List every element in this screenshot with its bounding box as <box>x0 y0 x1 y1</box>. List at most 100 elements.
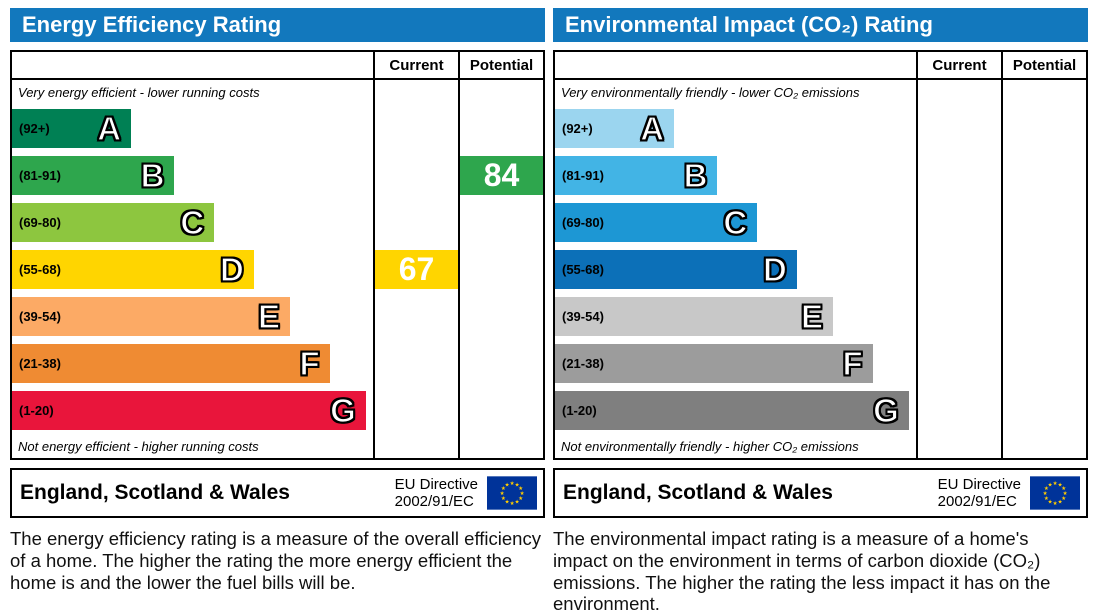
band-row-a: (92+) A <box>12 105 543 152</box>
band-bar-b: (81-91) B <box>555 156 718 195</box>
svg-text:★: ★ <box>1044 486 1049 492</box>
band-bar-g: (1-20) G <box>12 391 366 430</box>
band-range: (81-91) <box>562 168 604 183</box>
potential-cell <box>1001 105 1086 152</box>
band-range: (92+) <box>562 121 593 136</box>
band-letter: G <box>872 392 899 429</box>
top-note: Very environmentally friendly - lower CO… <box>561 85 860 100</box>
potential-cell <box>1001 387 1086 434</box>
band-row-e: (39-54) E <box>555 293 1086 340</box>
current-cell <box>916 105 1001 152</box>
column-header-row: Current Potential <box>12 52 543 80</box>
bottom-note-row: Not energy efficient - higher running co… <box>12 434 543 458</box>
potential-cell <box>1001 434 1086 458</box>
band-range: (39-54) <box>19 309 61 324</box>
band-row-b: (81-91) B 84 <box>12 152 543 199</box>
current-cell <box>373 152 458 199</box>
bottom-note: Not energy efficient - higher running co… <box>18 438 259 454</box>
spacer-cell <box>12 52 373 78</box>
eu-directive-line2: 2002/91/EC <box>394 493 474 510</box>
eu-flag-icon: ★ ★ ★★ ★★ ★★ ★★ ★★ <box>487 476 537 510</box>
band-range: (1-20) <box>19 403 54 418</box>
bottom-note-row: Not environmentally friendly - higher CO… <box>555 434 1086 458</box>
band-range: (39-54) <box>562 309 604 324</box>
svg-text:★: ★ <box>501 486 506 492</box>
column-header-potential: Potential <box>1001 52 1086 78</box>
svg-text:★: ★ <box>520 491 525 497</box>
band-letter: D <box>762 251 787 288</box>
band-bar-e: (39-54) E <box>12 297 290 336</box>
band-bar-a: (92+) A <box>555 109 675 148</box>
energy-efficiency-panel: Energy Efficiency Rating Current Potenti… <box>10 8 545 615</box>
svg-text:★: ★ <box>1058 500 1063 506</box>
band-range: (1-20) <box>562 403 597 418</box>
top-note: Very energy efficient - lower running co… <box>18 85 260 100</box>
band-row-e: (39-54) E <box>12 293 543 340</box>
environmental-impact-panel: Environmental Impact (CO₂) Rating Curren… <box>553 8 1088 615</box>
column-header-current: Current <box>916 52 1001 78</box>
current-cell <box>373 387 458 434</box>
environmental-panel-title: Environmental Impact (CO₂) Rating <box>553 8 1088 42</box>
potential-cell <box>458 80 543 105</box>
band-letter: D <box>219 251 244 288</box>
potential-cell <box>458 387 543 434</box>
eu-directive-line2: 2002/91/EC <box>937 493 1017 510</box>
band-row-g: (1-20) G <box>12 387 543 434</box>
svg-text:★: ★ <box>1044 496 1049 502</box>
potential-cell <box>1001 80 1086 105</box>
band-letter: E <box>257 298 280 335</box>
band-row-c: (69-80) C <box>555 199 1086 246</box>
potential-cell <box>458 340 543 387</box>
svg-text:★: ★ <box>515 500 520 506</box>
svg-text:★: ★ <box>518 486 523 492</box>
current-cell <box>373 199 458 246</box>
potential-cell <box>1001 199 1086 246</box>
svg-text:★: ★ <box>1063 491 1068 497</box>
band-row-d: (55-68) D 67 <box>12 246 543 293</box>
current-cell <box>916 293 1001 340</box>
potential-cell <box>458 293 543 340</box>
band-range: (55-68) <box>19 262 61 277</box>
band-bar-c: (69-80) C <box>12 203 215 242</box>
epc-charts: Energy Efficiency Rating Current Potenti… <box>10 8 1088 615</box>
band-row-a: (92+) A <box>555 105 1086 152</box>
svg-text:★: ★ <box>1053 481 1058 487</box>
energy-description: The energy efficiency rating is a measur… <box>10 528 541 593</box>
svg-text:★: ★ <box>515 482 520 488</box>
current-cell <box>373 293 458 340</box>
band-row-f: (21-38) F <box>12 340 543 387</box>
svg-text:★: ★ <box>1058 482 1063 488</box>
svg-text:★: ★ <box>505 482 510 488</box>
current-cell: 67 <box>373 246 458 293</box>
band-letter: G <box>329 392 356 429</box>
band-range: (69-80) <box>562 215 604 230</box>
current-cell <box>916 199 1001 246</box>
current-cell <box>916 80 1001 105</box>
current-cell <box>373 434 458 458</box>
potential-cell <box>1001 152 1086 199</box>
spacer-cell <box>555 52 916 78</box>
column-header-potential: Potential <box>458 52 543 78</box>
eu-directive-label: EU Directive 2002/91/EC <box>395 476 478 511</box>
eu-flag-icon: ★ ★ ★★ ★★ ★★ ★★ ★★ <box>1030 476 1080 510</box>
eu-directive-line1: EU Directive <box>937 475 1021 493</box>
environmental-description: The environmental impact rating is a mea… <box>553 528 1051 615</box>
svg-text:★: ★ <box>1061 496 1066 502</box>
band-bar-c: (69-80) C <box>555 203 758 242</box>
svg-text:★: ★ <box>510 481 515 487</box>
potential-cell <box>1001 293 1086 340</box>
band-bar-f: (21-38) F <box>12 344 330 383</box>
potential-cell <box>1001 246 1086 293</box>
current-cell <box>916 340 1001 387</box>
band-bar-d: (55-68) D <box>12 250 254 289</box>
co2-rating-chart: Current Potential Very environmentally f… <box>553 50 1088 460</box>
energy-rating-chart: Current Potential Very energy efficient … <box>10 50 545 460</box>
eu-directive-label: EU Directive 2002/91/EC <box>938 476 1021 511</box>
band-bar-e: (39-54) E <box>555 297 833 336</box>
band-letter: C <box>723 204 748 241</box>
potential-cell <box>458 105 543 152</box>
column-header-current: Current <box>373 52 458 78</box>
band-letter: A <box>97 110 122 147</box>
current-cell <box>916 387 1001 434</box>
potential-cell <box>1001 340 1086 387</box>
